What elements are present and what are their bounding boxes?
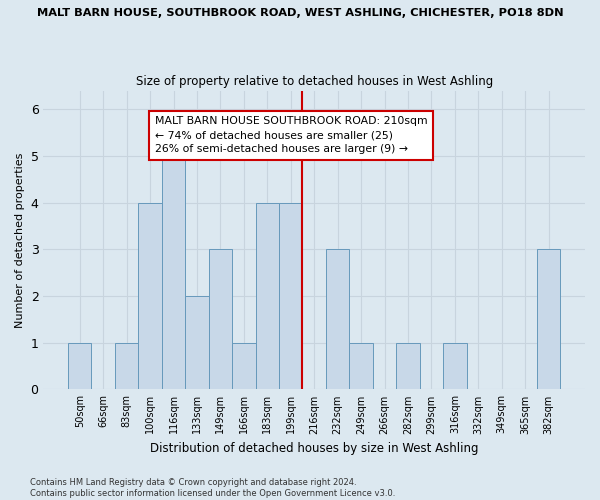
Bar [256,202,279,390]
Bar [443,342,467,390]
Title: Size of property relative to detached houses in West Ashling: Size of property relative to detached ho… [136,75,493,88]
Bar [139,202,162,390]
Text: MALT BARN HOUSE SOUTHBROOK ROAD: 210sqm
← 74% of detached houses are smaller (25: MALT BARN HOUSE SOUTHBROOK ROAD: 210sqm … [155,116,427,154]
Bar [396,342,420,390]
Bar [68,342,91,390]
Bar [209,250,232,390]
Bar [162,156,185,390]
Bar [537,250,560,390]
Text: MALT BARN HOUSE, SOUTHBROOK ROAD, WEST ASHLING, CHICHESTER, PO18 8DN: MALT BARN HOUSE, SOUTHBROOK ROAD, WEST A… [37,8,563,18]
Y-axis label: Number of detached properties: Number of detached properties [15,152,25,328]
X-axis label: Distribution of detached houses by size in West Ashling: Distribution of detached houses by size … [150,442,478,455]
Bar [232,342,256,390]
Bar [185,296,209,390]
Text: Contains HM Land Registry data © Crown copyright and database right 2024.
Contai: Contains HM Land Registry data © Crown c… [30,478,395,498]
Bar [326,250,349,390]
Bar [279,202,302,390]
Bar [115,342,139,390]
Bar [349,342,373,390]
